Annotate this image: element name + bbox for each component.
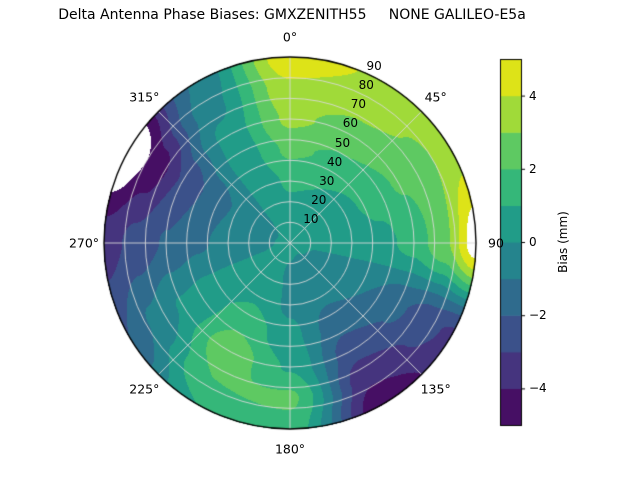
colorbar-tick-label: −4 bbox=[529, 381, 547, 396]
r-tick-label: 40 bbox=[326, 154, 343, 169]
colorbar-tick-label: 4 bbox=[529, 88, 537, 103]
colorbar-tick-label: 0 bbox=[529, 235, 537, 249]
theta-tick-label: 90 bbox=[488, 235, 504, 251]
chart-title: Delta Antenna Phase Biases: GMXZENITH55 … bbox=[58, 7, 526, 23]
r-tick-label: 80 bbox=[358, 78, 374, 93]
r-tick-label: 70 bbox=[350, 97, 366, 112]
r-tick-label: 60 bbox=[342, 116, 359, 131]
theta-tick-label: 270° bbox=[68, 235, 100, 251]
theta-tick-label: 225° bbox=[129, 381, 160, 397]
r-tick-label: 90 bbox=[366, 59, 382, 74]
colorbar-tick-label: −2 bbox=[529, 308, 547, 323]
r-tick-label: 10 bbox=[303, 211, 319, 226]
r-tick-label: 20 bbox=[311, 192, 327, 207]
theta-tick-label: 135° bbox=[420, 381, 451, 397]
theta-tick-label: 45° bbox=[424, 89, 447, 105]
colorbar-axis-label: Bias (mm) bbox=[556, 211, 570, 273]
r-tick-label: 50 bbox=[334, 135, 351, 150]
colorbar-tick-label: 2 bbox=[529, 161, 537, 176]
r-tick-label: 30 bbox=[319, 173, 335, 188]
theta-tick-label: 180° bbox=[274, 441, 306, 457]
theta-tick-label: 315° bbox=[129, 89, 160, 105]
theta-tick-label: 0° bbox=[282, 29, 298, 45]
